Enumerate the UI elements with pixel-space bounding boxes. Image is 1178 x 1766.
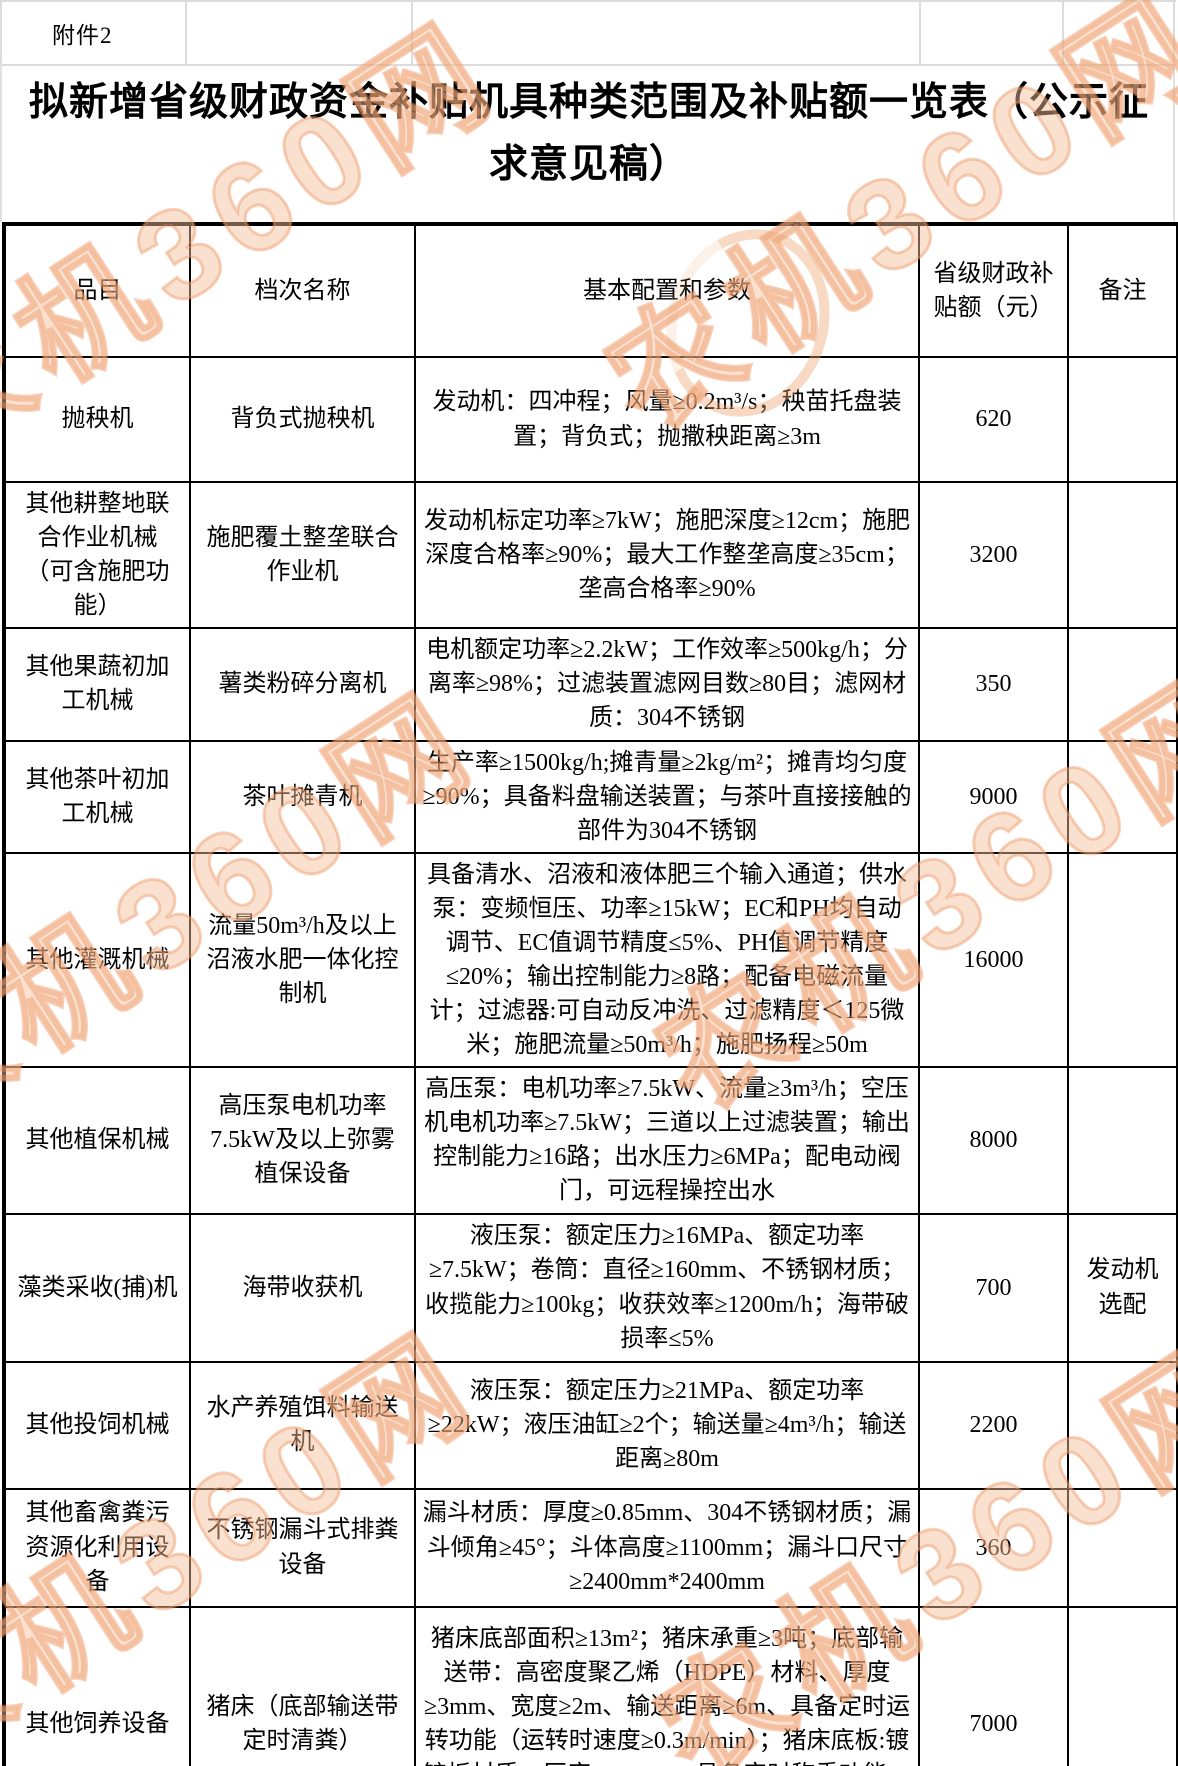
cell-remark (1067, 480, 1178, 630)
table-row: 其他耕整地联合作业机械（可含施肥功能） 施肥覆土整垄联合作业机 发动机标定功率≥… (3, 480, 1178, 630)
cell-item: 其他果蔬初加工机械 (3, 627, 191, 742)
cell-grade: 薯类粉碎分离机 (189, 627, 416, 742)
cell-params: 发动机：四冲程；风量≥0.2m³/s；秧苗托盘装置；背负式；抛撒秧距离≥3m (414, 356, 920, 483)
header-grade: 档次名称 (189, 223, 416, 358)
grid-line (1062, 2, 1064, 64)
table-row: 其他畜禽粪污资源化利用设备 不锈钢漏斗式排粪设备 漏斗材质：厚度≥0.85mm、… (3, 1487, 1178, 1608)
cell-subsidy: 2200 (918, 1360, 1069, 1490)
cell-grade: 流量50m³/h及以上沼液水肥一体化控制机 (189, 851, 416, 1069)
cell-subsidy: 3200 (918, 480, 1069, 630)
grid-line (919, 2, 921, 64)
cell-params: 液压泵：额定压力≥16MPa、额定功率≥7.5kW；卷筒：直径≥160mm、不锈… (414, 1212, 920, 1363)
table-header: 品目 档次名称 基本配置和参数 省级财政补贴额（元） 备注 (3, 223, 1178, 358)
table-row: 抛秧机 背负式抛秧机 发动机：四冲程；风量≥0.2m³/s；秧苗托盘装置；背负式… (3, 356, 1178, 483)
cell-item: 其他灌溉机械 (3, 851, 191, 1069)
cell-grade: 背负式抛秧机 (189, 356, 416, 483)
table-row: 其他饲养设备 猪床（底部输送带定时清粪） 猪床底部面积≥13m²；猪床承重≥3吨… (3, 1605, 1178, 1766)
cell-item: 其他投饲机械 (3, 1360, 191, 1490)
cell-params: 电机额定功率≥2.2kW；工作效率≥500kg/h；分离率≥98%；过滤装置滤网… (414, 627, 920, 742)
table-row: 其他果蔬初加工机械 薯类粉碎分离机 电机额定功率≥2.2kW；工作效率≥500k… (3, 627, 1178, 742)
cell-subsidy: 700 (918, 1212, 1069, 1363)
grid-line (185, 2, 187, 64)
cell-subsidy: 9000 (918, 739, 1069, 854)
cell-item: 其他畜禽粪污资源化利用设备 (3, 1487, 191, 1608)
cell-item: 藻类采收(捕)机 (3, 1212, 191, 1363)
top-grid-strip: 附件2 (0, 0, 1176, 66)
cell-item: 其他饲养设备 (3, 1605, 191, 1766)
cell-params: 生产率≥1500kg/h;摊青量≥2kg/m²；摊青均匀度≥90%；具备料盘输送… (414, 739, 920, 854)
cell-subsidy: 360 (918, 1487, 1069, 1608)
grid-line (1173, 2, 1175, 64)
cell-subsidy: 7000 (918, 1605, 1069, 1766)
attachment-label: 附件2 (52, 23, 113, 48)
grid-line (411, 2, 413, 64)
cell-params: 漏斗材质：厚度≥0.85mm、304不锈钢材质；漏斗倾角≥45°；斗体高度≥11… (414, 1487, 920, 1608)
cell-remark (1067, 356, 1178, 483)
cell-grade: 茶叶摊青机 (189, 739, 416, 854)
cell-params: 高压泵：电机功率≥7.5kW、流量≥3m³/h；空压机电机功率≥7.5kW；三道… (414, 1066, 920, 1215)
cell-params: 猪床底部面积≥13m²；猪床承重≥3吨；底部输送带：高密度聚乙烯（HDPE）材料… (414, 1605, 920, 1766)
cell-remark (1067, 1605, 1178, 1766)
table-row: 其他植保机械 高压泵电机功率7.5kW及以上弥雾植保设备 高压泵：电机功率≥7.… (3, 1066, 1178, 1215)
table-body: 抛秧机 背负式抛秧机 发动机：四冲程；风量≥0.2m³/s；秧苗托盘装置；背负式… (3, 356, 1178, 1766)
header-item: 品目 (3, 223, 191, 358)
cell-remark: 发动机选配 (1067, 1212, 1178, 1363)
cell-grade: 水产养殖饵料输送机 (189, 1360, 416, 1490)
cell-remark (1067, 851, 1178, 1069)
cell-remark (1067, 627, 1178, 742)
header-remark: 备注 (1067, 223, 1178, 358)
table-row: 其他灌溉机械 流量50m³/h及以上沼液水肥一体化控制机 具备清水、沼液和液体肥… (3, 851, 1178, 1069)
cell-params: 具备清水、沼液和液体肥三个输入通道；供水泵：变频恒压、功率≥15kW；EC和PH… (414, 851, 920, 1069)
cell-grade: 猪床（底部输送带定时清粪） (189, 1605, 416, 1766)
cell-grade: 高压泵电机功率7.5kW及以上弥雾植保设备 (189, 1066, 416, 1215)
header-params: 基本配置和参数 (414, 223, 920, 358)
header-subsidy: 省级财政补贴额（元） (918, 223, 1069, 358)
cell-item: 其他植保机械 (3, 1066, 191, 1215)
cell-params: 液压泵：额定压力≥21MPa、额定功率≥22kW；液压油缸≥2个；输送量≥4m³… (414, 1360, 920, 1490)
cell-remark (1067, 1487, 1178, 1608)
cell-item: 抛秧机 (3, 356, 191, 483)
cell-grade: 施肥覆土整垄联合作业机 (189, 480, 416, 630)
cell-subsidy: 620 (918, 356, 1069, 483)
cell-item: 其他茶叶初加工机械 (3, 739, 191, 854)
cell-params: 发动机标定功率≥7kW；施肥深度≥12cm；施肥深度合格率≥90%；最大工作整垄… (414, 480, 920, 630)
grid-line (0, 2, 2, 64)
table-row: 其他投饲机械 水产养殖饵料输送机 液压泵：额定压力≥21MPa、额定功率≥22k… (3, 1360, 1178, 1490)
cell-subsidy: 350 (918, 627, 1069, 742)
header-row: 品目 档次名称 基本配置和参数 省级财政补贴额（元） 备注 (3, 223, 1178, 358)
cell-subsidy: 16000 (918, 851, 1069, 1069)
cell-grade: 不锈钢漏斗式排粪设备 (189, 1487, 416, 1608)
page-title: 拟新增省级财政资金补贴机具种类范围及补贴额一览表（公示征求意见稿） (28, 81, 1149, 187)
grid-line (0, 62, 2, 222)
cell-item: 其他耕整地联合作业机械（可含施肥功能） (3, 480, 191, 630)
subsidy-table: 品目 档次名称 基本配置和参数 省级财政补贴额（元） 备注 抛秧机 背负式抛秧机… (2, 222, 1178, 1766)
cell-grade: 海带收获机 (189, 1212, 416, 1363)
cell-remark (1067, 739, 1178, 854)
cell-remark (1067, 1360, 1178, 1490)
table-row: 其他茶叶初加工机械 茶叶摊青机 生产率≥1500kg/h;摊青量≥2kg/m²；… (3, 739, 1178, 854)
cell-subsidy: 8000 (918, 1066, 1069, 1215)
cell-remark (1067, 1066, 1178, 1215)
grid-line (1173, 62, 1175, 222)
table-row: 藻类采收(捕)机 海带收获机 液压泵：额定压力≥16MPa、额定功率≥7.5kW… (3, 1212, 1178, 1363)
